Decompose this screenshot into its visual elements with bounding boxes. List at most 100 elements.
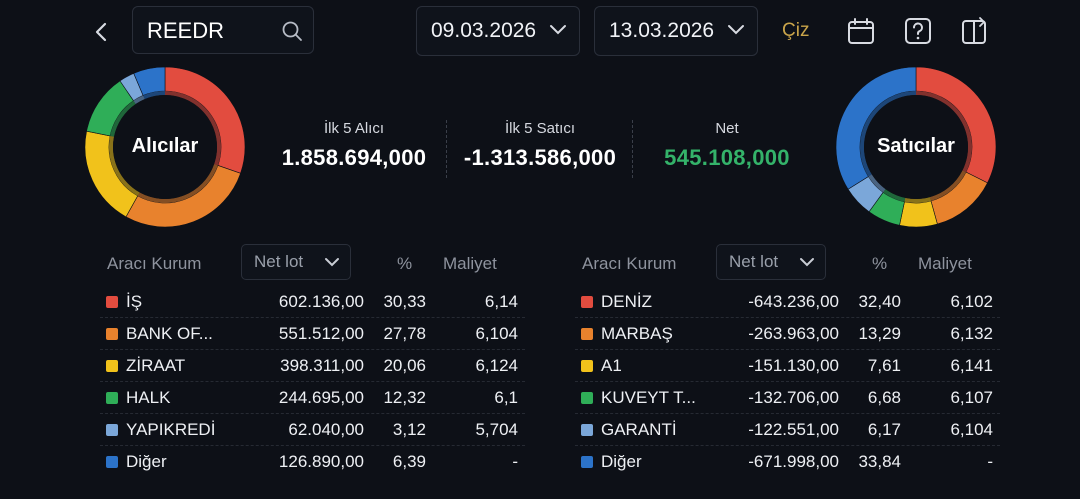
pct-value: 7,61 bbox=[867, 355, 901, 375]
col-cost-header: Maliyet bbox=[918, 254, 972, 273]
date-from-value: 09.03.2026 bbox=[431, 19, 537, 42]
top5-sellers-label: İlk 5 Satıcı bbox=[504, 120, 576, 137]
top5-buyers-value: 1.858.694,000 bbox=[281, 145, 427, 170]
broker-name: Diğer bbox=[126, 452, 167, 471]
pct-value: 27,78 bbox=[383, 323, 426, 343]
buyers-chart-label: Alıcılar bbox=[131, 135, 199, 157]
top5-sellers-summary: İlk 5 Satıcı -1.313.586,000 bbox=[455, 120, 625, 171]
cost-value: 6,141 bbox=[950, 355, 993, 375]
netlot-header: Net lot bbox=[729, 252, 779, 271]
color-swatch bbox=[106, 295, 118, 308]
chevron-left-icon bbox=[95, 22, 107, 42]
donut-slice-inner bbox=[883, 189, 906, 202]
col-broker-header: Aracı Kurum bbox=[107, 254, 202, 273]
net-lot-value: 602.136,00 bbox=[278, 291, 364, 311]
net-value: 545.108,000 bbox=[664, 145, 790, 170]
top5-sellers-value: -1.313.586,000 bbox=[463, 145, 617, 170]
date-to-value: 13.03.2026 bbox=[609, 19, 715, 42]
broker-name: BANK OF... bbox=[126, 323, 213, 343]
broker-name: YAPIKREDİ bbox=[126, 419, 216, 439]
table-row[interactable]: İŞ 602.136,00 30,33 6,14 bbox=[100, 286, 525, 318]
date-to-select[interactable]: 13.03.2026 bbox=[594, 6, 758, 56]
buyers-donut-chart: Alıcılar bbox=[84, 66, 246, 228]
sellers-rows: DENİZ -643.236,00 32,40 6,102 MARBAŞ -263.96… bbox=[575, 286, 1000, 478]
summary-divider bbox=[632, 120, 634, 178]
broker-name: ZİRAAT bbox=[126, 355, 186, 375]
broker-name: MARBAŞ bbox=[601, 323, 673, 343]
table-row[interactable]: YAPIKREDİ 62.040,00 3,12 5,704 bbox=[100, 414, 525, 446]
draw-button[interactable]: Çiz bbox=[782, 20, 810, 41]
pct-value: 6,17 bbox=[867, 419, 901, 439]
net-lot-value: -151.130,00 bbox=[748, 355, 839, 375]
donut-slice-inner bbox=[109, 135, 140, 196]
color-swatch bbox=[581, 295, 593, 308]
donut-slice bbox=[899, 200, 938, 228]
broker-name: A1 bbox=[601, 355, 622, 375]
table-row[interactable]: Diğer -671.998,00 33,84 - bbox=[575, 446, 1000, 478]
pct-value: 20,06 bbox=[383, 355, 426, 375]
cost-value: 6,124 bbox=[475, 355, 518, 375]
calendar-icon[interactable] bbox=[846, 16, 876, 46]
color-swatch bbox=[106, 456, 118, 468]
cost-value: 6,107 bbox=[950, 387, 993, 407]
net-summary: Net 545.108,000 bbox=[642, 120, 812, 171]
top5-buyers-label: İlk 5 Alıcı bbox=[323, 120, 385, 137]
layout-switch-icon[interactable] bbox=[960, 16, 990, 46]
table-row[interactable]: HALK 244.695,00 12,32 6,1 bbox=[100, 382, 525, 414]
donut-slice-inner bbox=[860, 90, 916, 177]
color-swatch bbox=[581, 423, 593, 436]
net-lot-value: 244.695,00 bbox=[278, 387, 364, 407]
donut-slice-inner bbox=[143, 91, 165, 100]
cost-value: - bbox=[512, 452, 518, 471]
net-label: Net bbox=[715, 120, 739, 137]
broker-name: GARANTİ bbox=[601, 419, 677, 439]
cost-value: 6,1 bbox=[494, 387, 518, 407]
broker-name: HALK bbox=[126, 387, 171, 407]
donut-slice-inner bbox=[137, 164, 218, 204]
chevron-down-icon bbox=[800, 258, 814, 267]
broker-name: İŞ bbox=[126, 291, 143, 311]
table-row[interactable]: BANK OF... 551.512,00 27,78 6,104 bbox=[100, 318, 525, 350]
sellers-donut-chart: Satıcılar bbox=[835, 66, 997, 228]
donut-hole bbox=[113, 95, 217, 199]
pct-value: 6,39 bbox=[392, 452, 426, 471]
color-swatch bbox=[581, 327, 593, 340]
broker-name: DENİZ bbox=[601, 291, 652, 311]
table-row[interactable]: DENİZ -643.236,00 32,40 6,102 bbox=[575, 286, 1000, 318]
buyers-donut-svg bbox=[84, 66, 246, 228]
cost-value: 6,104 bbox=[950, 419, 993, 439]
summary-divider bbox=[446, 120, 448, 178]
netlot-sort-select[interactable]: Net lot bbox=[241, 244, 351, 280]
search-box[interactable] bbox=[132, 6, 314, 54]
table-row[interactable]: A1 -151.130,00 7,61 6,141 bbox=[575, 350, 1000, 382]
netlot-sort-select[interactable]: Net lot bbox=[716, 244, 826, 280]
symbol-search-input[interactable] bbox=[145, 15, 279, 47]
cost-value: 5,704 bbox=[475, 419, 518, 439]
date-from-select[interactable]: 09.03.2026 bbox=[416, 6, 580, 56]
color-swatch bbox=[581, 391, 593, 404]
table-row[interactable]: MARBAŞ -263.963,00 13,29 6,132 bbox=[575, 318, 1000, 350]
table-row[interactable]: ZİRAAT 398.311,00 20,06 6,124 bbox=[100, 350, 525, 382]
search-icon[interactable] bbox=[281, 20, 303, 42]
col-pct-header: % bbox=[872, 254, 888, 273]
table-row[interactable]: GARANTİ -122.551,00 6,17 6,104 bbox=[575, 414, 1000, 446]
table-row[interactable]: Diğer 126.890,00 6,39 - bbox=[100, 446, 525, 478]
help-icon[interactable] bbox=[903, 16, 933, 46]
donut-slice-inner bbox=[904, 197, 931, 203]
chevron-down-icon bbox=[728, 25, 744, 35]
broker-name: Diğer bbox=[601, 452, 642, 471]
donut-slice-inner bbox=[133, 95, 145, 105]
back-button[interactable] bbox=[88, 18, 114, 46]
pct-value: 3,12 bbox=[392, 419, 426, 439]
chevron-down-icon bbox=[325, 258, 339, 267]
color-swatch bbox=[106, 423, 118, 436]
table-row[interactable]: KUVEYT T... -132.706,00 6,68 6,107 bbox=[575, 382, 1000, 414]
net-lot-value: -122.551,00 bbox=[748, 419, 839, 439]
pct-value: 32,40 bbox=[858, 291, 901, 311]
pct-value: 6,68 bbox=[867, 387, 901, 407]
color-swatch bbox=[581, 456, 593, 468]
net-lot-value: 126.890,00 bbox=[278, 452, 364, 471]
net-lot-value: 551.512,00 bbox=[278, 323, 364, 343]
cost-value: - bbox=[987, 452, 993, 471]
pct-value: 13,29 bbox=[858, 323, 901, 343]
